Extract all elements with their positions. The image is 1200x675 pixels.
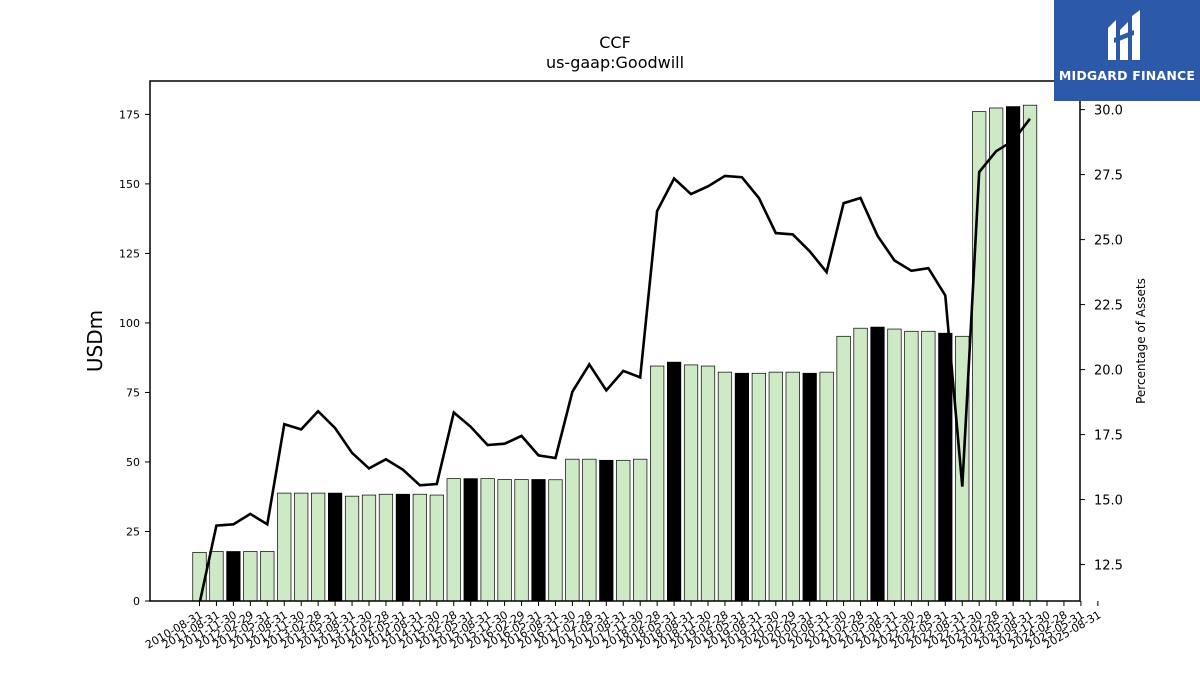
y-tick-label: 150 [119,178,140,191]
bar [412,493,427,602]
logo: MIDGARD FINANCE [1054,0,1200,101]
y-axis-label: USDm [83,310,107,372]
y2-axis-label: Percentage of Assets [1134,278,1148,404]
y-tick-label: 75 [126,386,140,399]
bar [429,494,444,602]
bar [717,371,733,602]
bar [938,332,953,602]
bar [751,372,766,602]
y-tick-label: 175 [119,108,140,121]
bar [311,492,326,602]
bar [328,492,343,602]
bar [226,551,241,602]
bar [700,365,716,602]
y2-tick-label: 27.5 [1094,169,1123,184]
bar [582,458,597,602]
bar [243,551,258,602]
bar [989,107,1004,602]
bar [819,371,834,602]
bar [666,361,682,602]
y2-tick-label: 17.5 [1094,429,1123,444]
bar [870,326,885,602]
y2-tick-label: 12.5 [1094,559,1123,574]
bar [378,493,394,602]
bar [904,330,919,602]
chart-title: CCF [599,33,631,52]
bar [209,551,224,602]
bar [548,479,563,602]
bar [446,478,461,602]
bar [361,494,377,602]
y-tick-label: 0 [133,595,140,608]
y-tick-label: 25 [126,525,140,538]
bar [1005,106,1021,602]
bar [395,493,410,602]
plot-frame [149,80,1081,602]
bar [565,458,580,602]
y2-tick-label: 30.0 [1094,104,1123,119]
bar [531,479,546,602]
bar [887,328,902,602]
line-group [198,117,1032,601]
bar [853,327,868,602]
bar [785,371,800,602]
x-axis: 2010-08-312011-08-312011-11-302012-02-29… [143,601,1103,652]
bar [616,459,631,602]
bar [633,458,648,602]
y2-tick-label: 20.0 [1094,364,1123,379]
bar [650,365,665,602]
y2-tick-label: 25.0 [1094,234,1123,249]
y-tick-label: 50 [126,456,140,469]
bar [514,479,529,602]
bar [463,478,478,602]
bar [260,551,275,602]
bar [734,372,750,602]
y2-tick-label: 22.5 [1094,299,1123,314]
bars-group [192,104,1038,602]
y-tick-label: 125 [119,247,140,260]
bar [683,364,699,602]
bar [344,495,360,602]
logo-text: MIDGARD FINANCE [1058,68,1196,83]
y-axis-right: 12.5 15.0 17.5 20.0 22.5 25.0 27.5 30.0 [1080,104,1123,574]
bar [768,371,783,602]
bar [836,335,851,602]
bar [1022,104,1038,602]
bar [277,492,292,602]
bar [921,330,936,602]
midgard-logo-icon [1108,10,1140,60]
series-line [198,117,1032,601]
y2-tick-label: 15.0 [1094,494,1123,509]
y-tick-label: 100 [119,317,140,330]
bar [294,492,309,602]
bar [599,459,614,602]
bar [480,478,495,602]
chart-subtitle: us-gaap:Goodwill [546,53,684,72]
y-axis-left: 0 25 50 75 100 125 150 175 [119,108,150,608]
bar [497,479,512,602]
bar [802,372,817,602]
